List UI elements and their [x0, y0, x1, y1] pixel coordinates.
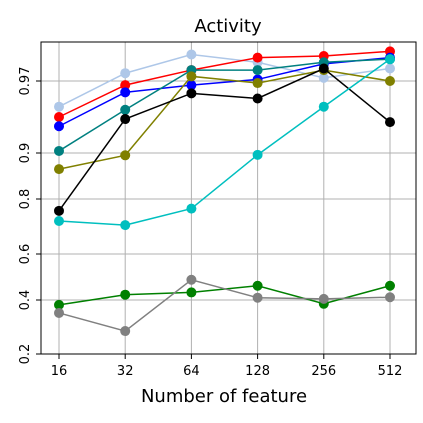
series-line: [58, 50, 391, 118]
axis-ticks: 16 32 64 128 256 512 0.2 0.4 0.6 0.8 0.9 0.97: [18, 67, 402, 379]
data-point: [54, 121, 64, 132]
data-point: [252, 149, 263, 160]
data-point: [120, 87, 131, 98]
data-point: [318, 101, 329, 112]
x-tick-label: 32: [117, 364, 134, 379]
y-tick-label: 0.2: [18, 344, 33, 365]
x-tick-label: 256: [311, 364, 336, 379]
data-point: [252, 93, 263, 104]
data-point: [385, 280, 395, 291]
data-point: [120, 220, 131, 231]
y-tick-label: 0.8: [18, 189, 33, 210]
data-point: [120, 150, 131, 161]
grid-lines: [41, 42, 416, 355]
data-point: [54, 216, 64, 226]
data-point: [54, 299, 64, 310]
data-point: [252, 280, 263, 291]
plot-frame: [40, 41, 417, 355]
data-point: [385, 63, 395, 74]
x-tick-label: 16: [51, 364, 68, 379]
data-point: [54, 164, 64, 175]
data-point: [385, 292, 395, 303]
y-tick-label: 0.9: [18, 143, 33, 164]
data-point: [186, 71, 197, 82]
x-tick-label: 128: [245, 364, 270, 379]
series-8: [54, 274, 395, 337]
data-point: [385, 76, 395, 86]
data-point: [252, 292, 263, 303]
data-point: [186, 49, 197, 60]
data-point: [252, 52, 263, 63]
series-line: [58, 278, 391, 332]
data-point: [120, 104, 131, 115]
series-6: [54, 54, 395, 231]
data-point: [120, 80, 131, 91]
series-7: [54, 280, 395, 310]
data-point: [54, 307, 64, 318]
data-point: [252, 65, 263, 76]
data-point: [318, 72, 329, 83]
data-point: [385, 54, 395, 65]
chart-title: Activity: [194, 16, 262, 37]
data-point: [54, 145, 64, 156]
data-point: [186, 88, 197, 99]
x-tick-label: 64: [183, 364, 200, 379]
data-point: [186, 80, 197, 91]
y-tick-label: 0.4: [18, 290, 33, 311]
data-point: [54, 205, 64, 216]
data-point: [54, 101, 64, 112]
data-point: [186, 274, 197, 285]
series-line: [58, 58, 391, 226]
y-tick-label: 0.97: [18, 67, 33, 96]
x-axis-label: Number of feature: [141, 386, 307, 407]
series-line: [58, 56, 391, 127]
series-line: [58, 53, 391, 108]
series-line: [58, 58, 391, 152]
data-point: [186, 203, 197, 214]
data-point: [186, 287, 197, 298]
data-point: [252, 78, 263, 89]
data-point: [120, 289, 131, 300]
data-point: [54, 112, 64, 122]
y-tick-label: 0.6: [18, 244, 33, 265]
series-layer: [54, 46, 395, 337]
data-point: [120, 326, 131, 337]
x-tick-label: 512: [378, 364, 403, 379]
data-point: [318, 63, 329, 74]
data-point: [385, 117, 395, 128]
series-3: [54, 54, 395, 156]
series-0: [54, 49, 395, 112]
series-5: [54, 63, 395, 216]
series-line: [58, 69, 391, 170]
series-line: [58, 67, 391, 212]
data-point: [120, 68, 131, 79]
data-point: [120, 114, 131, 125]
data-point: [318, 293, 329, 304]
